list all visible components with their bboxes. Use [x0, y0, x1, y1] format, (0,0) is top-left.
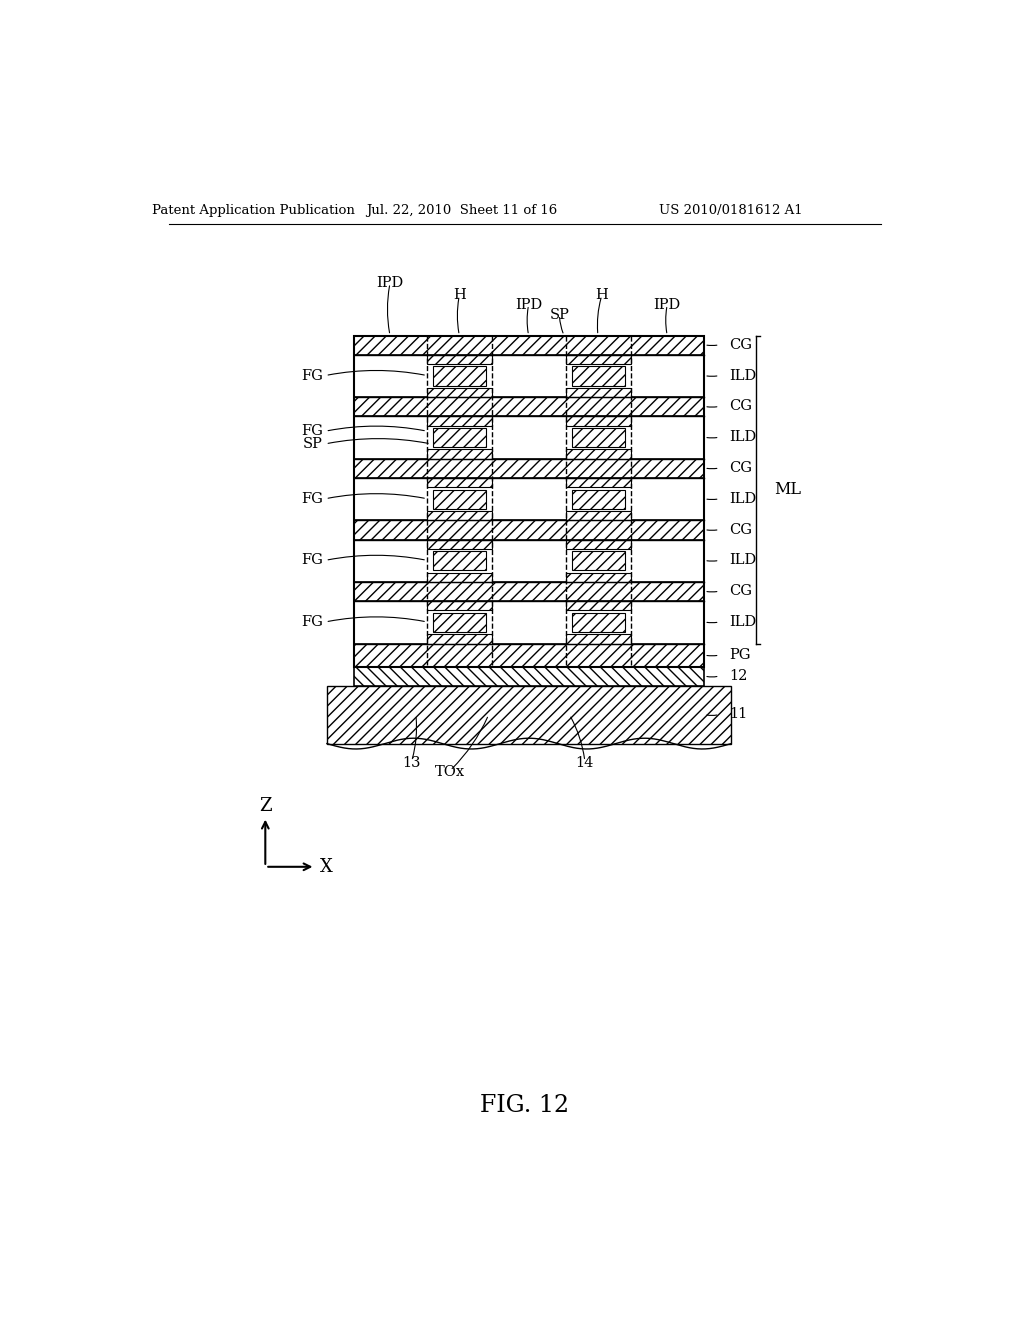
- Text: CG: CG: [730, 400, 753, 413]
- Bar: [571, 552, 625, 570]
- Bar: [565, 416, 631, 425]
- Text: CG: CG: [730, 585, 753, 598]
- Bar: [354, 644, 705, 667]
- Bar: [427, 511, 493, 520]
- Bar: [565, 540, 631, 549]
- Bar: [427, 416, 493, 459]
- Bar: [354, 397, 705, 416]
- Bar: [427, 388, 493, 397]
- Text: 12: 12: [730, 669, 748, 682]
- Bar: [354, 335, 705, 667]
- Text: FG: FG: [301, 492, 323, 506]
- Bar: [565, 635, 631, 644]
- Bar: [354, 582, 705, 601]
- Bar: [354, 459, 705, 478]
- Bar: [565, 449, 631, 459]
- Bar: [565, 540, 631, 582]
- Text: CG: CG: [730, 523, 753, 536]
- Bar: [354, 520, 705, 540]
- Text: SP: SP: [303, 437, 323, 451]
- Bar: [433, 367, 486, 385]
- Bar: [354, 335, 705, 667]
- Text: ML: ML: [774, 480, 801, 498]
- Text: FG: FG: [301, 424, 323, 438]
- Text: Z: Z: [259, 797, 271, 814]
- Bar: [433, 552, 486, 570]
- Text: CG: CG: [730, 338, 753, 351]
- Bar: [565, 601, 631, 610]
- Bar: [427, 478, 493, 520]
- Bar: [433, 612, 486, 632]
- Text: 14: 14: [575, 756, 594, 770]
- Bar: [565, 355, 631, 397]
- Bar: [427, 540, 493, 582]
- Bar: [354, 667, 705, 686]
- Text: FG: FG: [301, 368, 323, 383]
- Text: PG: PG: [730, 648, 752, 663]
- Bar: [565, 478, 631, 520]
- Bar: [427, 635, 493, 644]
- Text: H: H: [453, 289, 466, 302]
- Text: IPD: IPD: [515, 298, 543, 312]
- Bar: [565, 511, 631, 520]
- Text: FG: FG: [301, 615, 323, 628]
- Text: ILD: ILD: [730, 430, 757, 444]
- Bar: [433, 428, 486, 447]
- Bar: [565, 355, 631, 364]
- Bar: [565, 416, 631, 459]
- Text: Patent Application Publication: Patent Application Publication: [153, 205, 355, 218]
- Bar: [427, 416, 493, 425]
- Text: H: H: [595, 289, 608, 302]
- Text: TOx: TOx: [435, 766, 465, 779]
- Text: Jul. 22, 2010  Sheet 11 of 16: Jul. 22, 2010 Sheet 11 of 16: [366, 205, 557, 218]
- Bar: [565, 573, 631, 582]
- Text: US 2010/0181612 A1: US 2010/0181612 A1: [659, 205, 803, 218]
- Bar: [427, 601, 493, 644]
- Bar: [565, 601, 631, 644]
- Text: ILD: ILD: [730, 553, 757, 568]
- Bar: [427, 449, 493, 459]
- Text: X: X: [319, 858, 333, 875]
- Bar: [427, 573, 493, 582]
- Text: 11: 11: [730, 708, 748, 721]
- Bar: [565, 478, 631, 487]
- Bar: [427, 355, 493, 397]
- Text: FIG. 12: FIG. 12: [480, 1094, 569, 1117]
- Bar: [427, 478, 493, 487]
- Bar: [571, 490, 625, 508]
- Bar: [631, 335, 705, 667]
- Text: SP: SP: [550, 308, 569, 322]
- Bar: [327, 686, 731, 743]
- Bar: [427, 601, 493, 610]
- Bar: [571, 367, 625, 385]
- Bar: [571, 612, 625, 632]
- Bar: [354, 335, 705, 355]
- Text: ILD: ILD: [730, 492, 757, 506]
- Text: IPD: IPD: [653, 298, 681, 312]
- Text: IPD: IPD: [377, 276, 403, 290]
- Text: ILD: ILD: [730, 615, 757, 628]
- Text: CG: CG: [730, 461, 753, 475]
- Bar: [427, 540, 493, 549]
- Text: 13: 13: [402, 756, 421, 770]
- Bar: [354, 335, 427, 667]
- Bar: [427, 355, 493, 364]
- Bar: [493, 335, 565, 667]
- Text: ILD: ILD: [730, 368, 757, 383]
- Bar: [565, 388, 631, 397]
- Bar: [571, 428, 625, 447]
- Text: FG: FG: [301, 553, 323, 568]
- Bar: [433, 490, 486, 508]
